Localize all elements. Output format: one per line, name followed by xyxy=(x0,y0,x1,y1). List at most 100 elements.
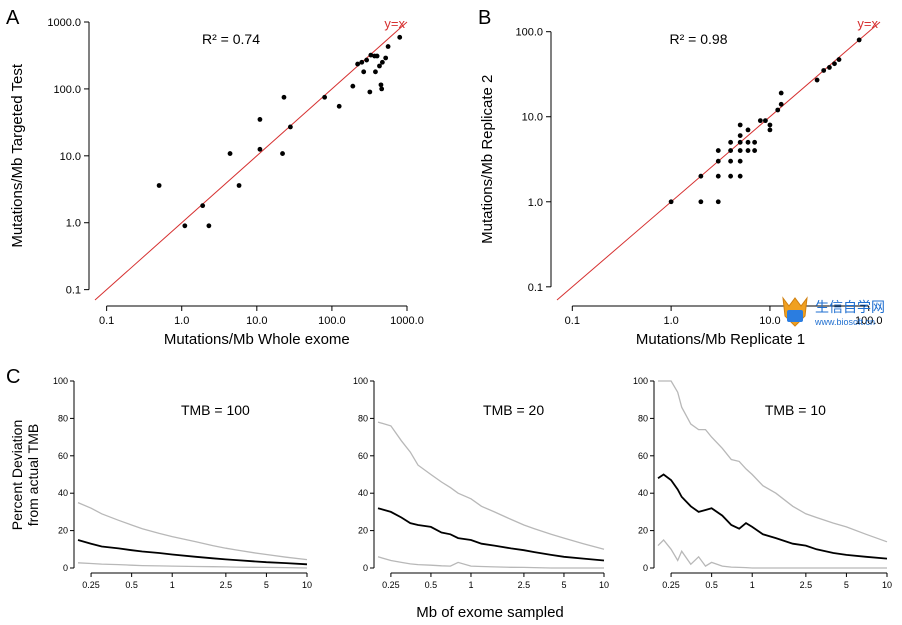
data-point xyxy=(775,107,781,113)
data-point xyxy=(383,55,389,61)
data-point xyxy=(745,148,751,153)
x-tick-label: 0.5 xyxy=(705,580,718,590)
x-axis-label: Mutations/Mb Whole exome xyxy=(164,331,350,348)
x-tick-label: 0.1 xyxy=(99,315,114,327)
data-point xyxy=(373,69,378,75)
upper-bound-line xyxy=(377,421,605,550)
data-point xyxy=(379,86,385,92)
data-point xyxy=(281,94,287,100)
data-point xyxy=(698,199,704,205)
data-point xyxy=(757,118,763,124)
watermark-text: 生信自学网 xyxy=(815,300,885,316)
data-point xyxy=(668,199,674,205)
y-tick-label: 20 xyxy=(638,526,648,536)
y-axis-label: Mutations/Mb Replicate 2 xyxy=(479,75,496,244)
data-point xyxy=(379,59,385,65)
y-tick-label: 1.0 xyxy=(66,218,81,230)
data-point xyxy=(715,148,721,153)
y-tick-label: 0.1 xyxy=(528,282,543,294)
data-point xyxy=(374,53,380,59)
x-tick-label: 2.5 xyxy=(518,580,531,590)
y-tick-label: 80 xyxy=(358,413,368,423)
y-tick-label: 80 xyxy=(58,413,68,423)
data-point xyxy=(778,90,784,96)
data-point xyxy=(832,61,837,67)
y-tick-label: 0.1 xyxy=(66,285,81,297)
y-tick-label: 100.0 xyxy=(515,27,543,39)
y-tick-label: 20 xyxy=(358,526,368,536)
x-tick-label: 1.0 xyxy=(174,315,189,327)
x-tick-label: 1000.0 xyxy=(390,315,424,327)
fox-icon xyxy=(782,296,808,327)
data-point xyxy=(378,82,384,88)
x-tick-label: 0.1 xyxy=(565,315,580,327)
y-tick-label: 100 xyxy=(633,376,648,386)
upper-bound-line xyxy=(658,380,888,543)
median-line xyxy=(657,473,888,560)
data-point xyxy=(287,124,293,130)
identity-line xyxy=(94,21,408,301)
data-point xyxy=(367,89,373,95)
y-tick-label: 40 xyxy=(638,488,648,498)
data-point xyxy=(745,139,751,145)
y-tick-label: 40 xyxy=(58,488,68,498)
data-point xyxy=(856,37,862,43)
x-tick-label: 1 xyxy=(750,580,755,590)
data-point xyxy=(715,199,721,205)
upper-bound-line xyxy=(77,502,308,561)
data-point xyxy=(257,117,263,122)
r-squared-annotation: R² = 0.98 xyxy=(670,31,728,47)
data-point xyxy=(728,158,734,164)
x-tick-label: 1 xyxy=(170,580,175,590)
data-point xyxy=(752,148,758,153)
data-point xyxy=(821,68,827,73)
data-point xyxy=(322,94,328,100)
data-point xyxy=(227,151,233,156)
data-point xyxy=(737,139,743,145)
y-tick-label: 10.0 xyxy=(522,112,543,124)
subplot-title: TMB = 100 xyxy=(181,402,250,418)
data-point xyxy=(698,173,704,179)
data-point xyxy=(767,122,773,128)
x-tick-label: 10 xyxy=(882,580,892,590)
y-tick-label: 60 xyxy=(358,451,368,461)
data-point xyxy=(752,139,758,145)
y-tick-label: 0 xyxy=(643,563,648,573)
panel-letter-b: B xyxy=(478,7,491,29)
x-axis-label: Mb of exome sampled xyxy=(416,604,564,621)
data-point xyxy=(728,139,734,145)
x-tick-label: 100.0 xyxy=(855,315,883,327)
data-point xyxy=(745,127,751,133)
x-tick-label: 10.0 xyxy=(759,315,780,327)
chart-a-scatter: 0.1 1.0 10.0 100.0 1000.0 0.1 1.0 10.0 100.0 1000… xyxy=(9,16,424,348)
data-point xyxy=(763,118,768,124)
x-tick-label: 0.25 xyxy=(382,580,400,590)
data-point xyxy=(182,223,188,229)
data-point xyxy=(836,57,842,62)
data-point xyxy=(156,183,162,188)
x-tick-label: 1.0 xyxy=(663,315,678,327)
data-point xyxy=(814,77,820,83)
x-tick-label: 10 xyxy=(302,580,312,590)
data-point xyxy=(377,63,382,69)
data-point xyxy=(737,122,743,128)
data-point xyxy=(737,158,743,164)
x-tick-label: 2.5 xyxy=(800,580,813,590)
data-point xyxy=(728,173,734,179)
data-point xyxy=(236,183,242,188)
y-tick-label: 20 xyxy=(58,526,68,536)
x-tick-label: 1 xyxy=(468,580,473,590)
x-tick-label: 0.25 xyxy=(662,580,680,590)
watermark-url: www.biosoft.cn xyxy=(814,317,875,327)
data-point xyxy=(767,127,773,133)
data-point xyxy=(350,83,356,89)
data-point xyxy=(385,44,391,49)
x-tick-label: 0.5 xyxy=(125,580,138,590)
data-point xyxy=(778,101,784,107)
data-point xyxy=(280,151,285,156)
data-point xyxy=(737,133,743,139)
y-tick-label: 100 xyxy=(53,376,68,386)
